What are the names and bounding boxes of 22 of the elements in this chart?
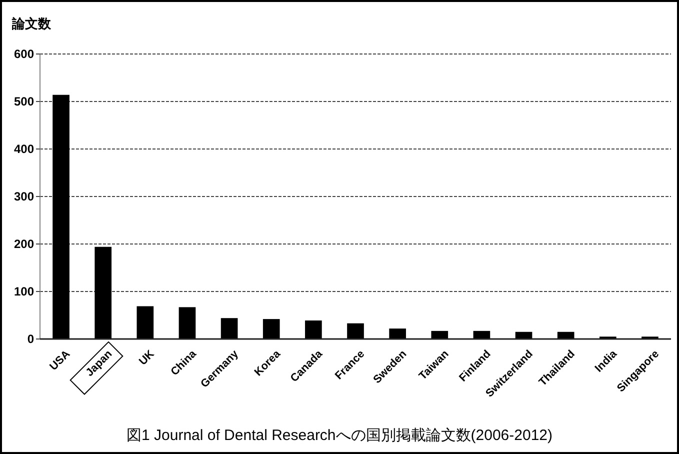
x-tick-label: UK — [137, 348, 157, 368]
y-tick-label: 600 — [14, 47, 34, 62]
bar — [52, 94, 70, 339]
y-axis-title: 論文数 — [11, 16, 52, 31]
y-tick-label: 400 — [14, 142, 34, 156]
text: 図1 Journal of Dental Researchへの国別掲載論文数(2006-2012) — [126, 427, 553, 444]
bar — [431, 330, 448, 339]
y-tick-label: 500 — [14, 94, 34, 109]
y-tick-label: 0 — [27, 332, 34, 346]
y-tick-label: 100 — [14, 284, 34, 299]
bar — [347, 323, 364, 339]
bar — [136, 306, 154, 339]
bar — [94, 246, 112, 339]
bar — [220, 318, 238, 339]
y-tick-label: 200 — [14, 237, 34, 252]
bar — [178, 307, 196, 339]
y-tick-label: 300 — [14, 190, 34, 204]
bar — [389, 328, 406, 339]
x-tick-label: USA — [48, 348, 73, 373]
bar — [473, 330, 490, 339]
bar — [305, 320, 322, 339]
bar — [262, 319, 280, 339]
